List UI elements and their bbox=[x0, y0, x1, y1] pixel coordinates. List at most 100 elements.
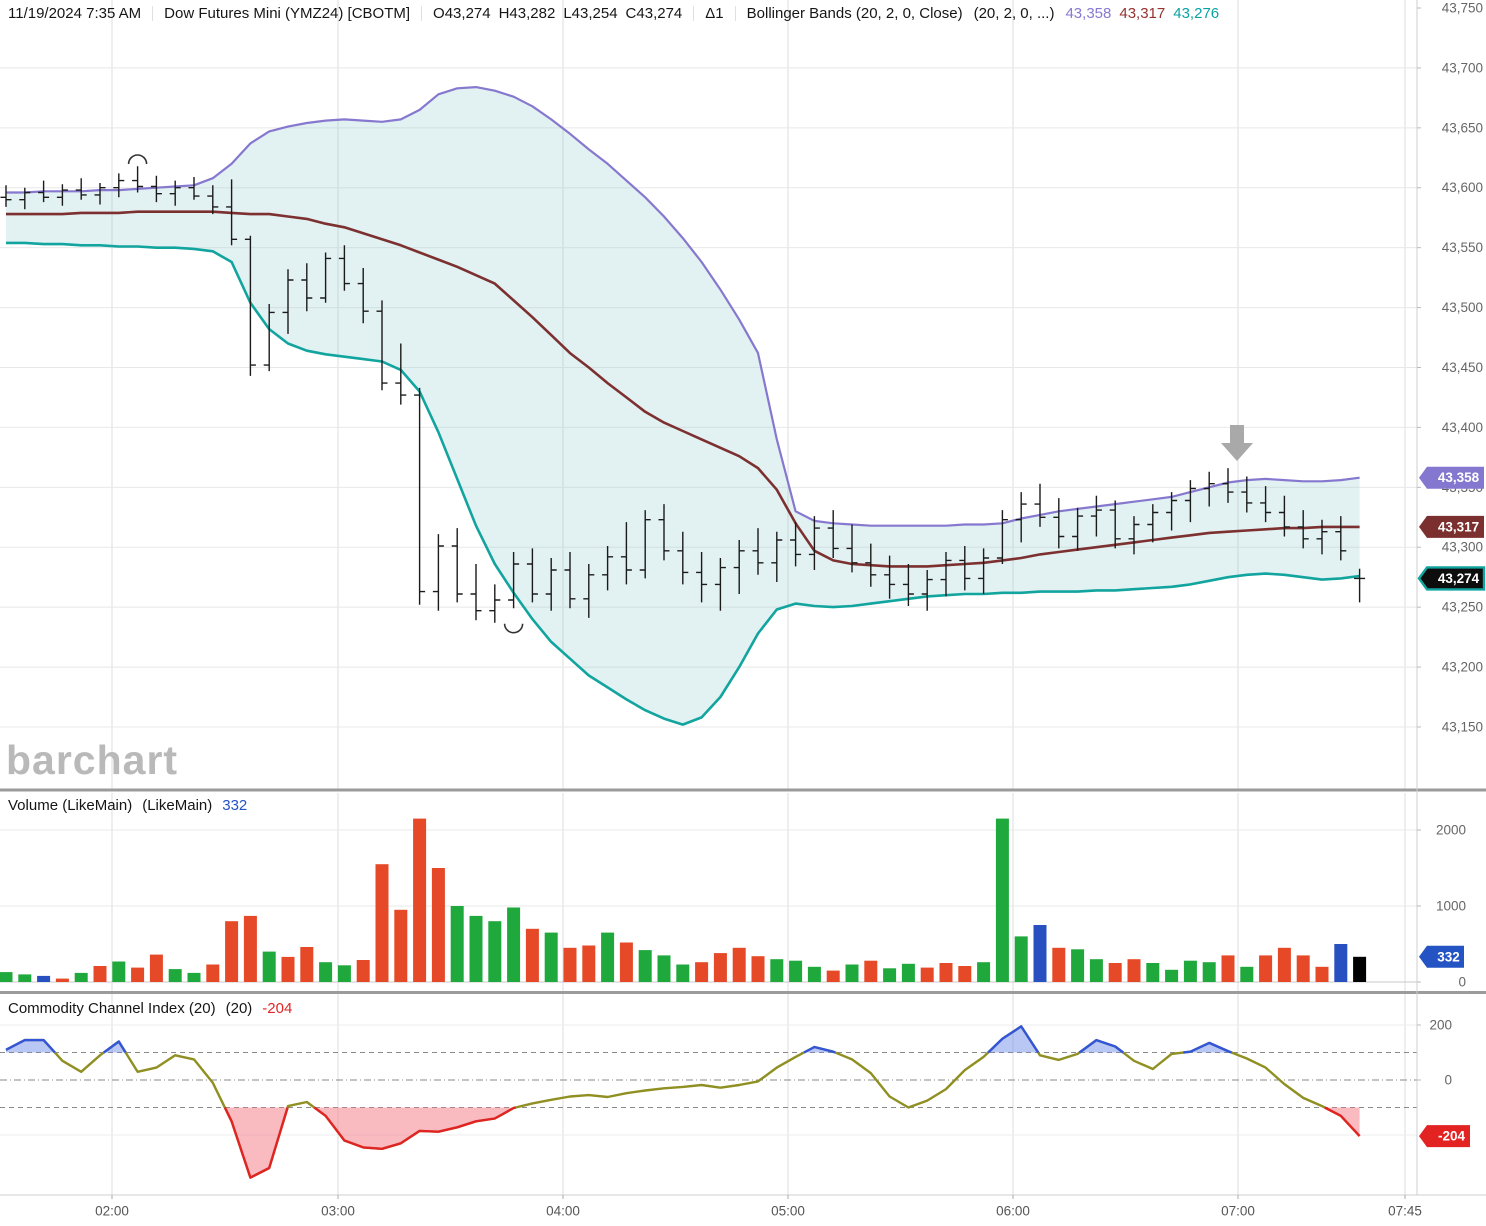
volume-bar bbox=[1259, 955, 1273, 982]
volume-bar bbox=[770, 959, 784, 982]
volume-bar bbox=[826, 970, 840, 982]
volume-bar bbox=[995, 818, 1009, 982]
volume-bar bbox=[1296, 955, 1310, 982]
svg-text:43,600: 43,600 bbox=[1442, 180, 1483, 195]
ohlc-bar bbox=[940, 552, 952, 597]
volume-bar bbox=[168, 969, 182, 982]
volume-bar bbox=[695, 962, 709, 982]
cci-overbought-line bbox=[987, 1025, 1040, 1054]
volume-bar bbox=[1183, 960, 1197, 982]
volume-bar bbox=[845, 964, 859, 982]
ohlc-bar bbox=[1053, 498, 1065, 549]
ohlc-bar bbox=[489, 584, 501, 623]
volume-bar bbox=[713, 953, 727, 982]
ohlc-bar bbox=[75, 178, 87, 200]
cci-overbought-line bbox=[803, 1045, 836, 1054]
axis-badge bbox=[1419, 515, 1484, 538]
volume-bar bbox=[544, 932, 558, 982]
volume-bar bbox=[676, 964, 690, 982]
volume-bar bbox=[1052, 947, 1066, 982]
volume-bar bbox=[431, 868, 445, 982]
volume-panel-title[interactable]: Volume (LikeMain) (LikeMain) 332 bbox=[8, 797, 247, 814]
ohlc-bar bbox=[846, 524, 858, 573]
volume-bar bbox=[55, 978, 69, 982]
cci-panel-title[interactable]: Commodity Channel Index (20) (20) -204 bbox=[8, 1000, 292, 1017]
volume-bar bbox=[356, 960, 370, 982]
volume-bar bbox=[789, 960, 803, 982]
volume-bar bbox=[1033, 925, 1047, 982]
volume-bar bbox=[1146, 963, 1160, 982]
volume-bars bbox=[0, 818, 1367, 982]
bollinger-lower-line bbox=[6, 241, 1360, 726]
ohlc-bar bbox=[771, 531, 783, 582]
svg-text:43,550: 43,550 bbox=[1442, 240, 1483, 255]
svg-text:200: 200 bbox=[1429, 1018, 1452, 1033]
cci-oversold-line bbox=[223, 1106, 289, 1179]
bollinger-band bbox=[6, 85, 1360, 726]
ohlc-bar bbox=[1015, 492, 1027, 543]
cci-overbought-fill bbox=[6, 1040, 55, 1053]
volume-bar bbox=[638, 950, 652, 982]
svg-text:03:00: 03:00 bbox=[321, 1204, 355, 1219]
ohlc-bar bbox=[376, 300, 388, 391]
ohlc-bar bbox=[978, 548, 990, 594]
volume-bar bbox=[1334, 944, 1348, 982]
ohlc-bar bbox=[1335, 516, 1347, 561]
cci-oversold-fill bbox=[224, 1107, 288, 1178]
ohlc-bar bbox=[0, 185, 12, 207]
cci-overbought-line bbox=[1078, 1038, 1124, 1054]
svg-text:43,317: 43,317 bbox=[1438, 519, 1479, 534]
ohlc-bar bbox=[263, 304, 275, 372]
volume-bar bbox=[1353, 956, 1367, 982]
ohlc-bar bbox=[94, 183, 106, 205]
header-delta: Δ1 bbox=[705, 5, 724, 22]
ohlc-bar bbox=[620, 522, 632, 585]
study-label[interactable]: Bollinger Bands (20, 2, 0, Close) bbox=[746, 5, 963, 22]
svg-text:07:00: 07:00 bbox=[1221, 1204, 1255, 1219]
ohlc-bar bbox=[1241, 476, 1253, 513]
svg-text:04:00: 04:00 bbox=[546, 1204, 580, 1219]
volume-bar bbox=[1089, 959, 1103, 982]
volume-bar bbox=[1221, 955, 1235, 982]
volume-bar bbox=[1202, 962, 1216, 982]
ohlc-bar bbox=[150, 175, 162, 203]
ohlc-bar bbox=[395, 343, 407, 405]
ohlc-bar bbox=[808, 516, 820, 570]
cci-current-value: -204 bbox=[262, 1000, 293, 1017]
volume-bar bbox=[18, 974, 32, 982]
ohlc-bar bbox=[301, 263, 313, 312]
volume-bar bbox=[300, 947, 314, 982]
volume-bar bbox=[977, 962, 991, 982]
ohlc-bar bbox=[451, 528, 463, 603]
ohlc-bar bbox=[1260, 486, 1272, 523]
bollinger-band-fill bbox=[6, 87, 1360, 725]
down-arrow-marker bbox=[1221, 424, 1253, 461]
ohlc-bar bbox=[282, 269, 294, 334]
volume-bar bbox=[563, 947, 577, 982]
volume-bar bbox=[112, 961, 126, 982]
ohlc-bar bbox=[677, 531, 689, 585]
cci-overbought-line bbox=[5, 1038, 56, 1054]
ohlc-bar bbox=[357, 268, 369, 324]
svg-text:2000: 2000 bbox=[1436, 823, 1466, 838]
cci-oversold-line bbox=[1324, 1106, 1361, 1137]
header-divider bbox=[734, 6, 736, 21]
ohlc-bar bbox=[639, 510, 651, 579]
volume-bar bbox=[0, 972, 13, 982]
volume-bar bbox=[206, 964, 220, 982]
ohlc-bar bbox=[470, 564, 482, 621]
volume-bar bbox=[469, 915, 483, 982]
swing-low-marker bbox=[503, 623, 524, 634]
volume-bar bbox=[1127, 959, 1141, 982]
ohlc-bar bbox=[188, 177, 200, 200]
ohlc-bar bbox=[921, 570, 933, 611]
volume-bar bbox=[901, 963, 915, 982]
cci-oversold-line bbox=[313, 1106, 517, 1150]
close-value: C43,274 bbox=[625, 5, 683, 22]
ohlc-bar bbox=[1128, 516, 1140, 555]
header-divider bbox=[152, 6, 154, 21]
volume-bar bbox=[394, 909, 408, 982]
ohlc-bar bbox=[602, 546, 614, 591]
